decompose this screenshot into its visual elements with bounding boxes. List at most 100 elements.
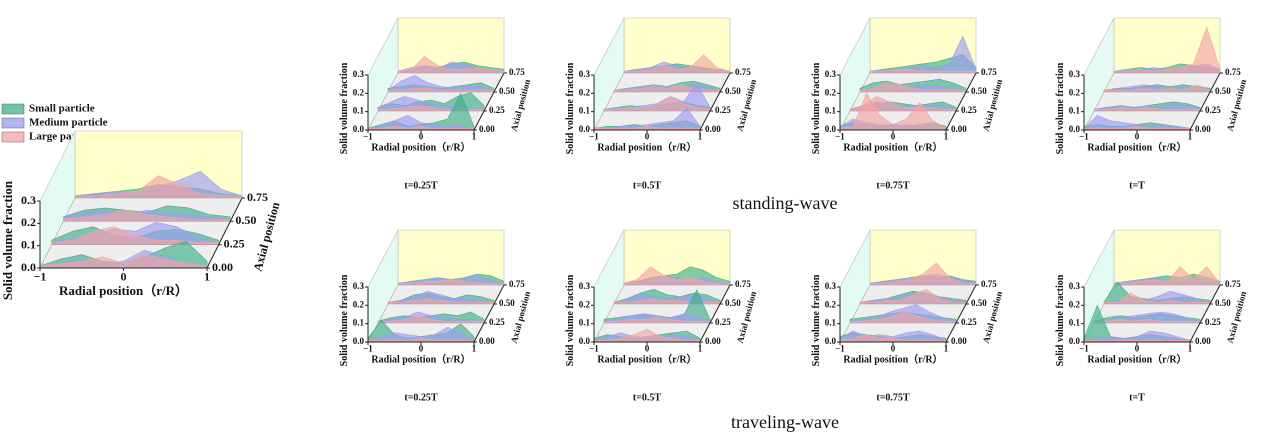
y-tick-label: 0.3 (1069, 69, 1081, 79)
y-tick-label: 0.3 (353, 281, 365, 291)
y-axis-label: Solid volume fraction (339, 62, 350, 154)
y-tick-label: 0.0 (825, 124, 837, 134)
z-tick-label: 0.25 (961, 317, 977, 327)
panel: −1 0 1 0.0 0.1 0.2 0.3 0.00 0.25 0.50 0.75 Radial p… (339, 229, 532, 403)
z-tick-label: 0.25 (961, 105, 977, 115)
z-tick-label: 0.50 (725, 298, 741, 308)
legend-swatch (1, 103, 25, 115)
area (397, 56, 505, 74)
z-tick-label: 0.75 (509, 67, 525, 77)
z-tick-label: 0.00 (1195, 124, 1211, 134)
panel-title: t=0.25T (404, 392, 438, 403)
panel-title: t=0.75T (876, 180, 910, 191)
z-tick-label: 0.00 (1195, 336, 1211, 346)
y-tick-label: 0.1 (353, 318, 365, 328)
area (387, 298, 495, 305)
panel: −1 0 1 0.0 0.1 0.2 0.3 0.00 0.25 0.50 0.75 Radial p… (0, 130, 283, 300)
legend-label: Small particle (29, 103, 95, 115)
area (1083, 125, 1191, 131)
y-tick-label: 0.0 (353, 336, 365, 346)
y-tick-label: 0.1 (825, 318, 837, 328)
x-tick-label: −1 (1079, 343, 1089, 353)
x-tick-label: −1 (835, 131, 845, 141)
z-tick-label: 0.25 (715, 317, 731, 327)
x-tick-label: 1 (204, 269, 210, 283)
area (1093, 318, 1201, 324)
y-tick-label: 0.3 (353, 69, 365, 79)
y-axis-label: Solid volume fraction (565, 62, 576, 154)
x-axis-label: Radial position（r/R） (1087, 352, 1186, 365)
z-axis (473, 72, 505, 131)
x-tick-label: 0 (891, 131, 896, 141)
area (51, 226, 219, 245)
z-tick-label: 0.75 (981, 67, 997, 77)
x-tick-label: −1 (363, 131, 373, 141)
area (387, 88, 495, 93)
area (377, 315, 485, 324)
y-tick-label: 0.0 (579, 336, 591, 346)
x-tick-label: −1 (363, 343, 373, 353)
area (623, 54, 731, 74)
panel: −1 0 1 0.0 0.1 0.2 0.3 0.00 0.25 0.50 0.75 Radial p… (811, 17, 1004, 191)
x-tick-label: 0 (1135, 343, 1140, 353)
x-tick-label: 0 (891, 343, 896, 353)
z-tick-label: 0.25 (1205, 317, 1221, 327)
x-tick-label: 1 (698, 343, 703, 353)
x-tick-label: −1 (589, 131, 599, 141)
y-tick-label: 0.1 (579, 106, 591, 116)
y-tick-label: 0.2 (825, 299, 837, 309)
z-tick-label: 0.00 (951, 124, 967, 134)
x-tick-label: 1 (472, 343, 477, 353)
z-tick-label: 0.25 (715, 105, 731, 115)
y-tick-label: 0.1 (825, 106, 837, 116)
y-tick-label: 0.1 (21, 237, 36, 251)
area (62, 209, 231, 222)
panel-title: t=0.75T (876, 392, 910, 403)
z-axis (945, 72, 977, 131)
y-tick-label: 0.0 (353, 124, 365, 134)
x-tick-label: 0 (419, 343, 424, 353)
z-tick-label: 0.75 (509, 279, 525, 289)
z-tick-label: 0.50 (499, 298, 515, 308)
area (869, 262, 977, 286)
x-axis-label: Radial position（r/R） (597, 352, 696, 365)
panel: −1 0 1 0.0 0.1 0.2 0.3 0.00 0.25 0.50 0.75 Radial p… (565, 17, 758, 191)
x-tick-label: −1 (34, 269, 47, 283)
legend-label: Medium particle (29, 117, 108, 129)
y-tick-label: 0.2 (1069, 87, 1081, 97)
y-tick-label: 0.2 (579, 299, 591, 309)
panel-title: t=0.5T (633, 392, 662, 403)
x-axis-label: Radial position（r/R） (597, 140, 696, 153)
area (849, 311, 957, 324)
y-tick-label: 0.0 (579, 124, 591, 134)
panel: −1 0 1 0.0 0.1 0.2 0.3 0.00 0.25 0.50 0.75 Radial p… (565, 229, 758, 403)
z-tick-label: 0.00 (479, 336, 495, 346)
y-axis-label: Solid volume fraction (1055, 274, 1066, 366)
x-axis-label: Radial position（r/R） (59, 283, 188, 298)
area (1093, 106, 1201, 112)
z-tick-label: 0.50 (971, 298, 987, 308)
y-tick-label: 0.0 (825, 336, 837, 346)
z-tick-label: 0.50 (235, 213, 256, 227)
z-tick-label: 0.75 (735, 67, 751, 77)
z-tick-label: 0.75 (735, 279, 751, 289)
z-tick-label: 0.25 (1205, 105, 1221, 115)
z-tick-label: 0.00 (705, 336, 721, 346)
area (1103, 84, 1211, 93)
legend-swatch (1, 117, 25, 129)
z-tick-label: 0.00 (212, 260, 233, 274)
z-axis (206, 197, 243, 269)
z-tick-label: 0.25 (489, 317, 505, 327)
x-axis-label: Radial position（r/R） (1087, 140, 1186, 153)
y-tick-label: 0.3 (579, 69, 591, 79)
area (397, 279, 505, 286)
x-axis-label: Radial position（r/R） (843, 352, 942, 365)
y-tick-label: 0.2 (825, 87, 837, 97)
x-axis-label: Radial position（r/R） (843, 140, 942, 153)
y-tick-label: 0.3 (825, 281, 837, 291)
area (1113, 266, 1221, 286)
z-tick-label: 0.00 (479, 124, 495, 134)
x-tick-label: 1 (472, 131, 477, 141)
z-tick-label: 0.25 (489, 105, 505, 115)
